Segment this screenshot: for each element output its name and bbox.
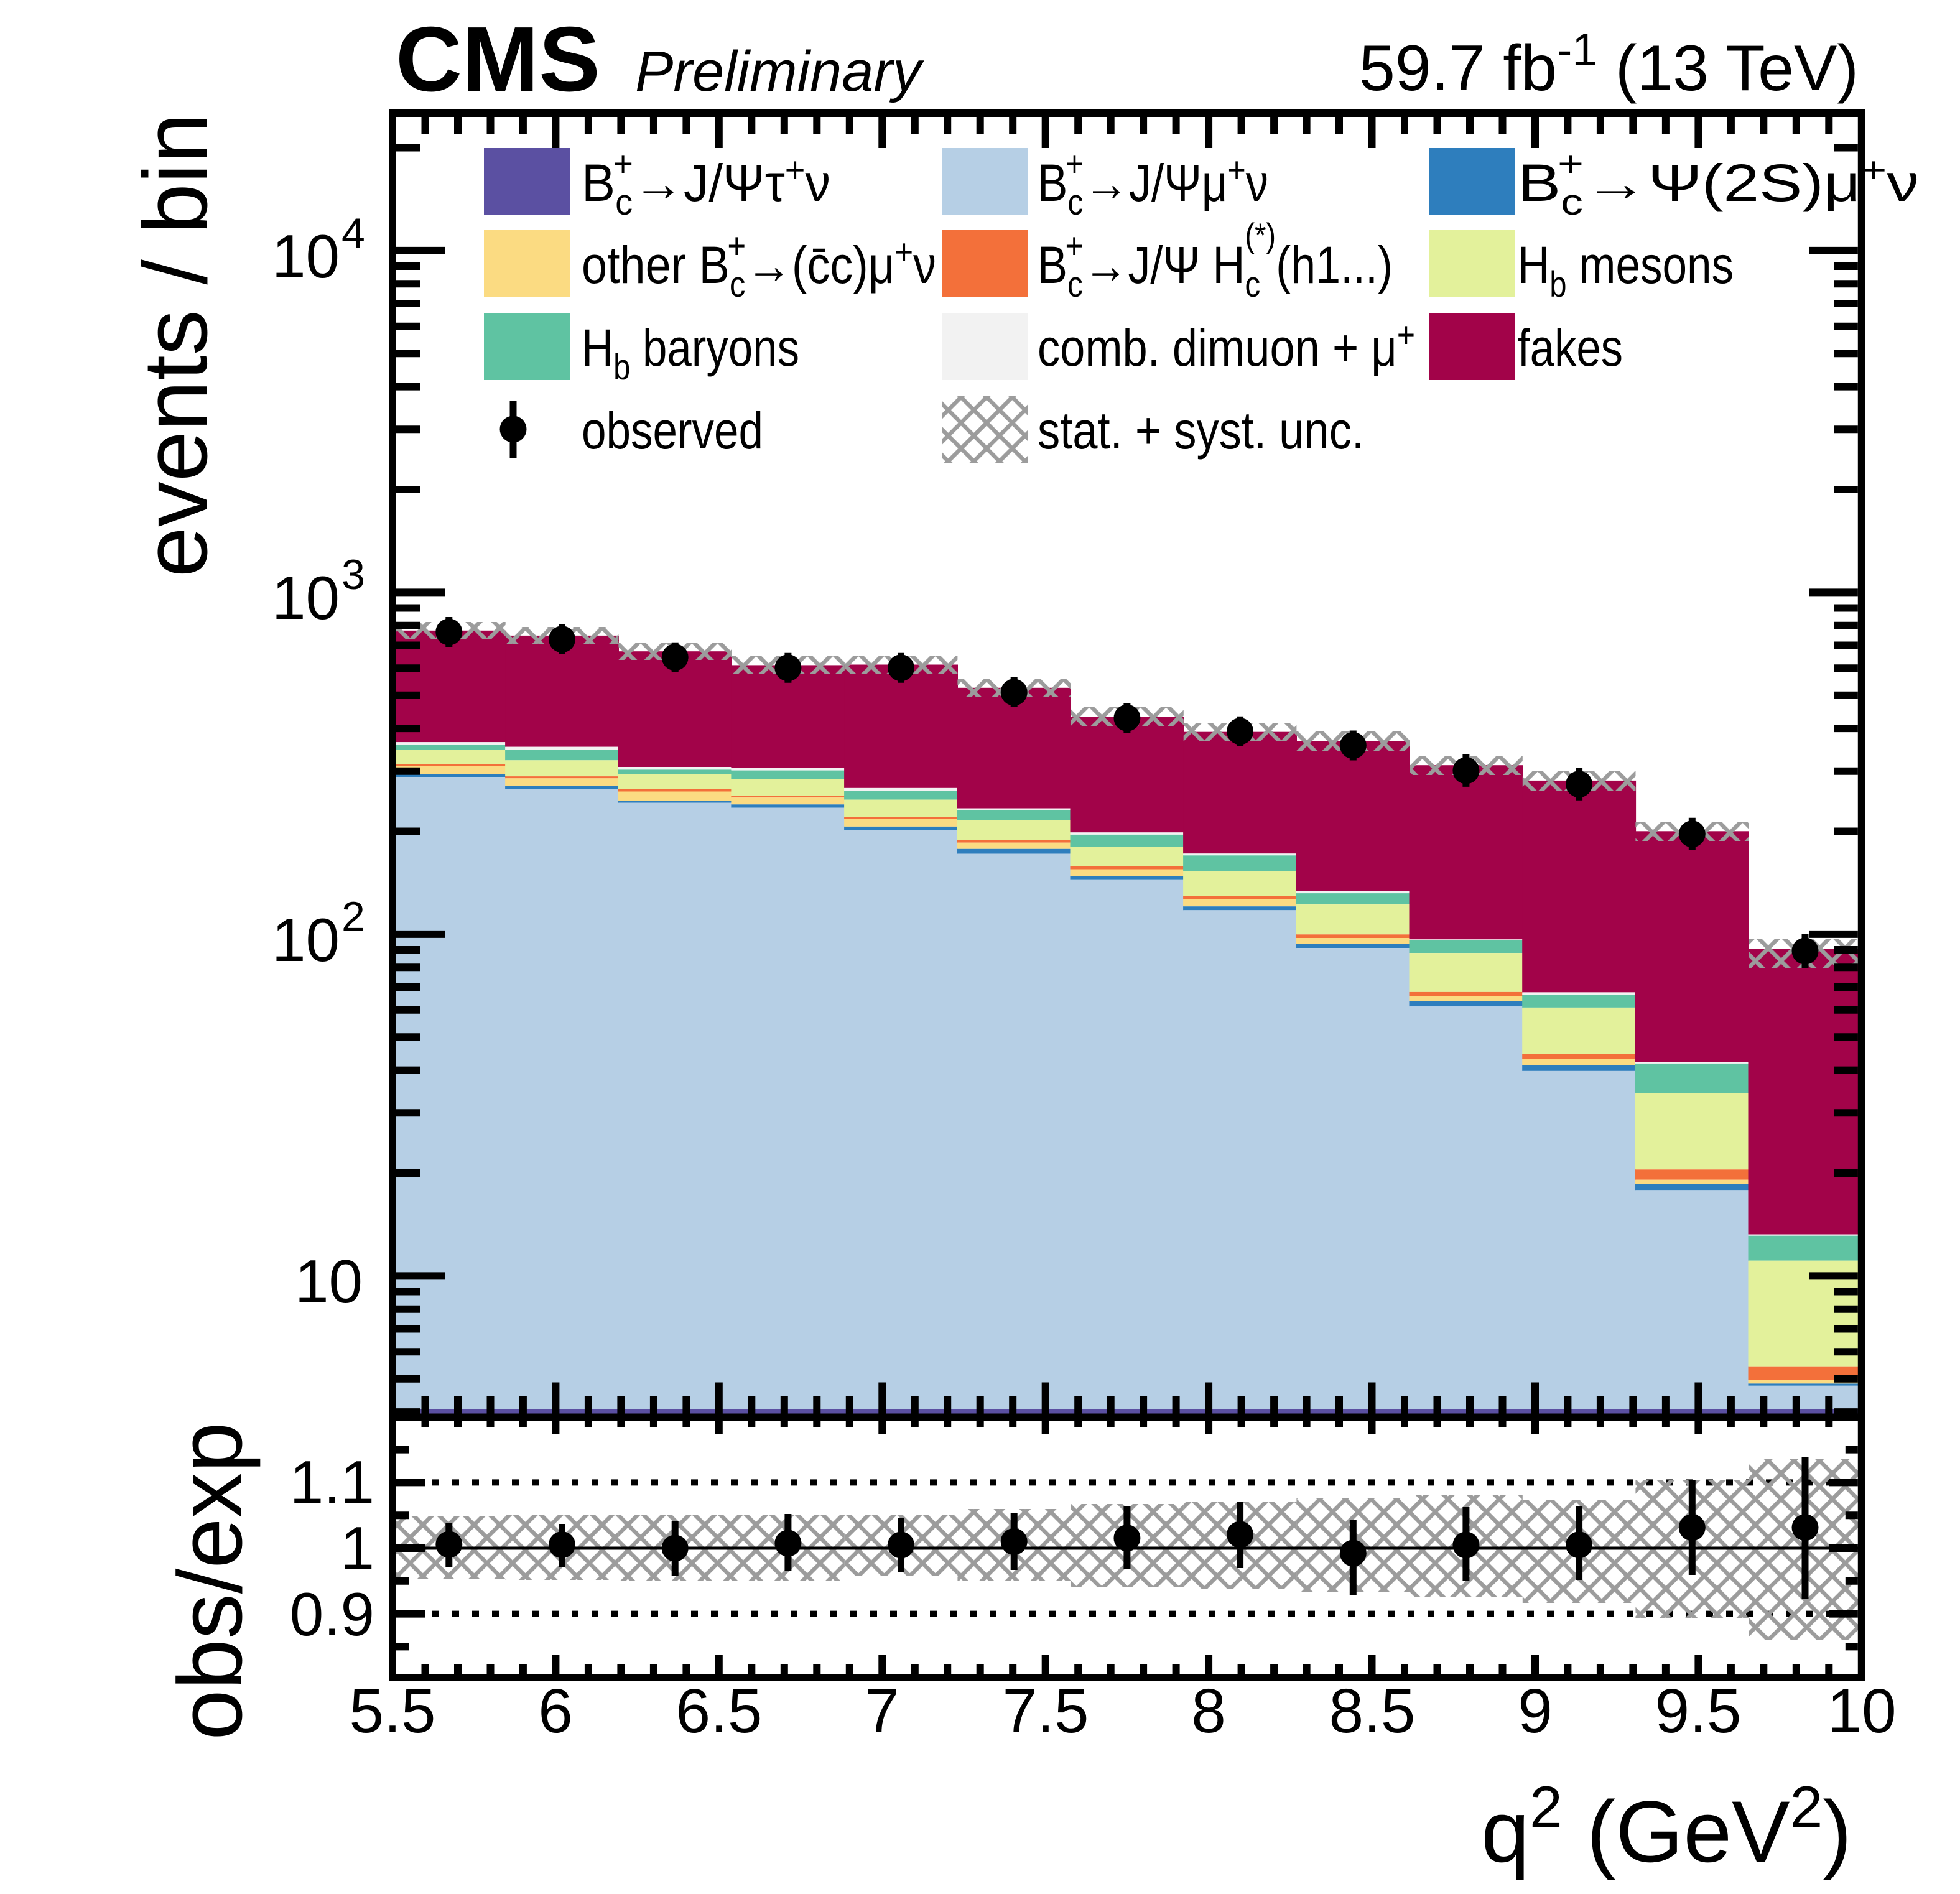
svg-text:1.1: 1.1: [290, 1448, 374, 1516]
svg-text:1: 1: [340, 1514, 374, 1582]
svg-text:events / bin: events / bin: [124, 113, 226, 578]
svg-text:9: 9: [1518, 1676, 1553, 1746]
svg-text:10: 10: [295, 1247, 363, 1316]
svg-text:CMS: CMS: [396, 8, 600, 111]
svg-text:7: 7: [865, 1676, 899, 1746]
svg-text:59.7 fb-1 (13 TeV): 59.7 fb-1 (13 TeV): [1359, 25, 1859, 104]
svg-text:0.9: 0.9: [290, 1580, 374, 1648]
svg-text:fakes: fakes: [1518, 318, 1623, 377]
svg-text:7.5: 7.5: [1002, 1676, 1089, 1746]
svg-text:10: 10: [272, 222, 340, 290]
svg-text:comb. dimuon + μ+: comb. dimuon + μ+: [1038, 315, 1415, 377]
svg-text:Bc+→Ψ(2S)μ+ν: Bc+→ Ψ(2S)μ +ν: [1518, 144, 1919, 223]
svg-text:obs/exp: obs/exp: [159, 1422, 261, 1740]
svg-text:4: 4: [341, 210, 365, 257]
svg-text:10: 10: [272, 564, 340, 632]
svg-text:3: 3: [341, 551, 365, 598]
svg-text:5.5: 5.5: [349, 1676, 435, 1746]
svg-text:Preliminary: Preliminary: [635, 40, 924, 103]
svg-text:stat. + syst. unc.: stat. + syst. unc.: [1038, 401, 1364, 460]
svg-text:8.5: 8.5: [1329, 1676, 1415, 1746]
svg-text:6.5: 6.5: [676, 1676, 762, 1746]
svg-text:10: 10: [272, 906, 340, 974]
svg-text:9.5: 9.5: [1655, 1676, 1741, 1746]
svg-text:2: 2: [341, 893, 365, 940]
svg-text:other Bc+→(c̄c)μ+ν: other Bc+→(c̄c)μ+ν: [582, 226, 936, 305]
svg-text:observed: observed: [582, 401, 763, 460]
svg-text:6: 6: [538, 1676, 573, 1746]
svg-text:8: 8: [1191, 1676, 1226, 1746]
svg-text:10: 10: [1827, 1676, 1896, 1746]
